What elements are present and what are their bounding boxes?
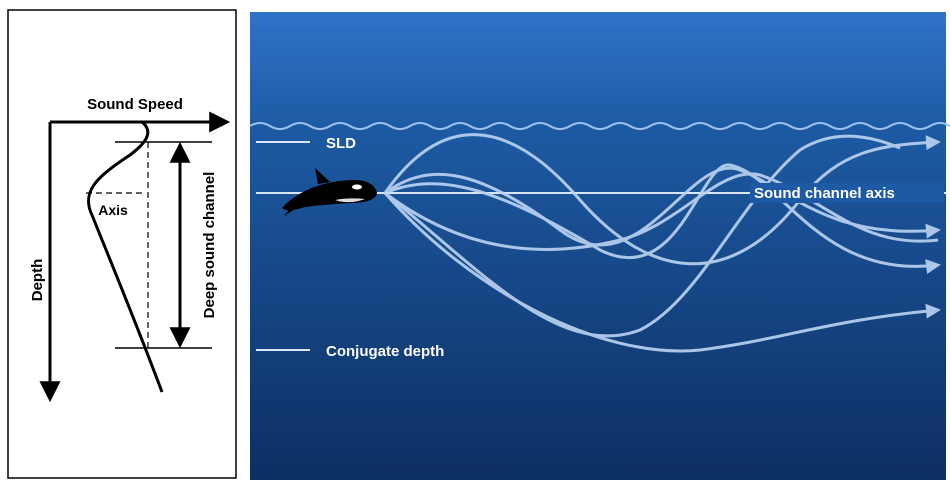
sld-label: SLD xyxy=(326,135,356,152)
profile-panel: Sound Speed Depth Axis Deep sound channe… xyxy=(8,10,236,478)
ocean-panel: SLD Conjugate depth Sound channel axis xyxy=(250,12,950,480)
axis-channel-label: Sound channel axis xyxy=(754,185,895,202)
channel-label: Deep sound channel xyxy=(201,172,218,319)
axis-label: Axis xyxy=(98,202,128,218)
depth-label: Depth xyxy=(29,259,46,302)
speed-label: Sound Speed xyxy=(87,96,183,113)
conjugate-label: Conjugate depth xyxy=(326,343,444,360)
diagram: Sound Speed Depth Axis Deep sound channe… xyxy=(0,0,950,485)
